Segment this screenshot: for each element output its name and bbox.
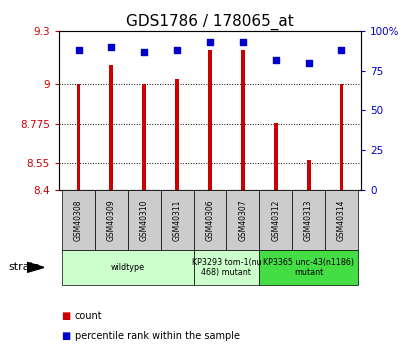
- Text: strain: strain: [8, 263, 40, 272]
- Text: GSM40312: GSM40312: [271, 199, 280, 240]
- Bar: [307, 160, 310, 190]
- Text: GSM40309: GSM40309: [107, 199, 116, 241]
- Bar: [128, 190, 161, 250]
- Text: ■: ■: [61, 311, 70, 321]
- Text: KP3293 tom-1(nu
468) mutant: KP3293 tom-1(nu 468) mutant: [192, 258, 261, 277]
- Point: [239, 39, 246, 45]
- Bar: [259, 190, 292, 250]
- Point: [338, 47, 345, 53]
- Polygon shape: [27, 263, 44, 272]
- Text: count: count: [75, 311, 102, 321]
- Point: [108, 44, 115, 50]
- Text: GSM40314: GSM40314: [337, 199, 346, 241]
- Point: [273, 57, 279, 62]
- Bar: [226, 190, 259, 250]
- Bar: [259, 250, 358, 285]
- Text: wildtype: wildtype: [111, 263, 145, 272]
- Bar: [110, 65, 113, 190]
- Title: GDS1786 / 178065_at: GDS1786 / 178065_at: [126, 13, 294, 30]
- Bar: [292, 190, 325, 250]
- Text: GSM40310: GSM40310: [140, 199, 149, 241]
- Bar: [161, 190, 194, 250]
- Bar: [95, 190, 128, 250]
- Bar: [62, 190, 95, 250]
- Point: [141, 49, 147, 55]
- Text: ■: ■: [61, 332, 70, 341]
- Bar: [274, 123, 278, 190]
- Bar: [76, 84, 81, 190]
- Text: GSM40313: GSM40313: [304, 199, 313, 241]
- Bar: [62, 250, 194, 285]
- Point: [174, 47, 181, 53]
- Point: [75, 47, 82, 53]
- Text: GSM40307: GSM40307: [239, 199, 247, 241]
- Bar: [175, 79, 179, 190]
- Text: GSM40308: GSM40308: [74, 199, 83, 241]
- Bar: [339, 84, 344, 190]
- Bar: [142, 84, 146, 190]
- Point: [207, 39, 213, 45]
- Point: [305, 60, 312, 66]
- Text: GSM40306: GSM40306: [205, 199, 215, 241]
- Bar: [325, 190, 358, 250]
- Text: KP3365 unc-43(n1186)
mutant: KP3365 unc-43(n1186) mutant: [263, 258, 354, 277]
- Bar: [241, 50, 245, 190]
- Text: GSM40311: GSM40311: [173, 199, 181, 240]
- Bar: [194, 190, 226, 250]
- Bar: [194, 250, 259, 285]
- Text: percentile rank within the sample: percentile rank within the sample: [75, 332, 240, 341]
- Bar: [208, 50, 212, 190]
